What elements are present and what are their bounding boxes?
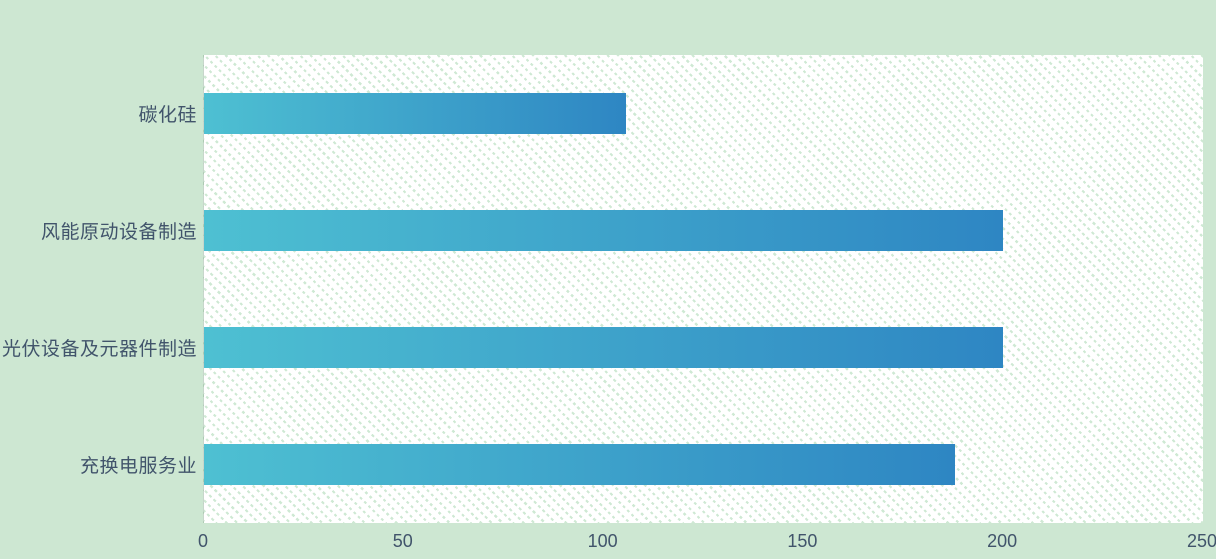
x-tick-label: 100 [587,531,618,551]
category-label: 风能原动设备制造 [40,222,197,243]
bar-row [204,289,1203,406]
x-tick-label: 200 [987,531,1018,551]
category-axis: 碳化硅风能原动设备制造光伏设备及元器件制造充换电服务业 [0,55,197,523]
bar[interactable] [204,210,1004,251]
plot-area [203,55,1203,523]
bar[interactable] [204,93,626,134]
category-label: 碳化硅 [138,105,197,126]
x-tick-label: 50 [392,531,413,551]
bar-row [204,172,1203,289]
x-tick-label: 250 [1186,531,1216,551]
x-tick-label: 150 [787,531,818,551]
bar-row [204,406,1203,523]
category-label: 光伏设备及元器件制造 [1,339,197,360]
bar[interactable] [204,444,956,485]
bar[interactable] [204,327,1004,368]
bar-row [204,55,1203,172]
value-axis: 0 50 100 150 200 250 [198,523,1216,559]
category-label: 充换电服务业 [79,456,197,477]
x-tick-label: 0 [197,531,209,551]
